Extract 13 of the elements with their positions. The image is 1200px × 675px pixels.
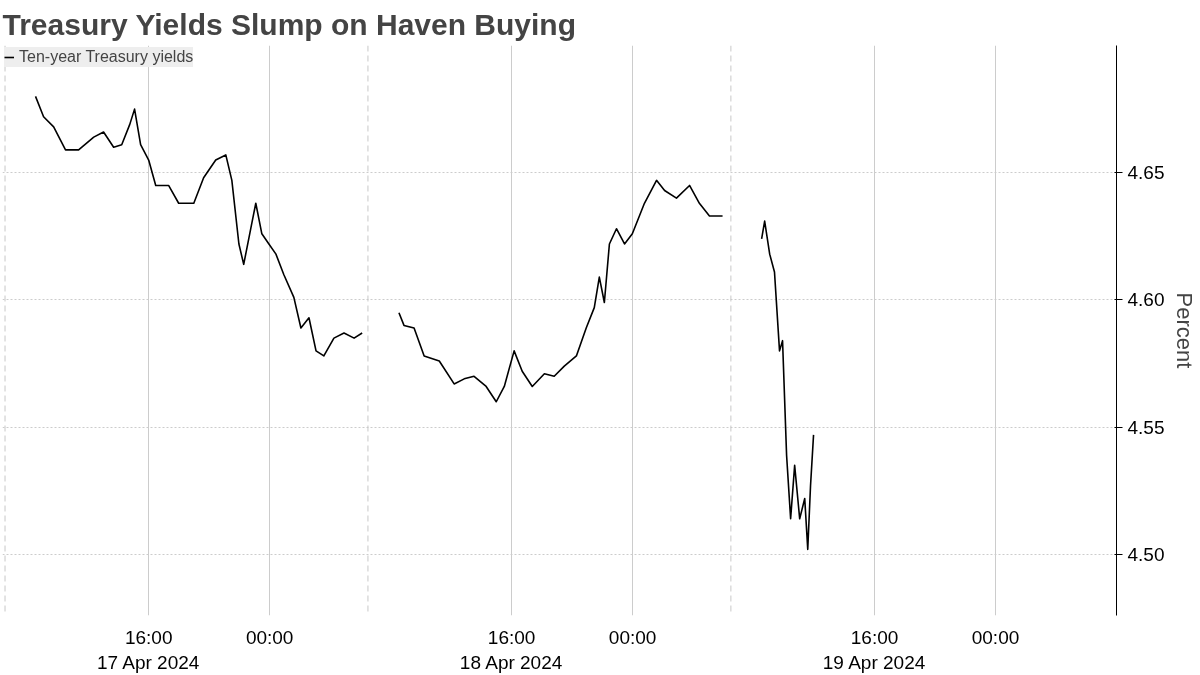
legend-label: Ten-year Treasury yields [19,48,194,66]
x-tick-label: 16:00 19 Apr 2024 [822,626,926,673]
chart-title: Treasury Yields Slump on Haven Buying [2,7,577,41]
y-axis-title: Percent [1172,292,1198,369]
x-tick-label: 16:00 17 Apr 2024 [96,626,200,673]
y-tick-label: 4.50 [1127,543,1165,565]
x-tick-label: 00:00 [245,626,294,648]
x-tick-label: 00:00 [608,626,657,648]
x-tick-label: 00:00 [971,626,1020,648]
y-tick-label: 4.60 [1127,289,1165,311]
y-tick-label: 4.55 [1127,416,1165,438]
y-tick-label: 4.65 [1127,162,1165,184]
x-tick-label: 16:00 18 Apr 2024 [459,626,563,673]
